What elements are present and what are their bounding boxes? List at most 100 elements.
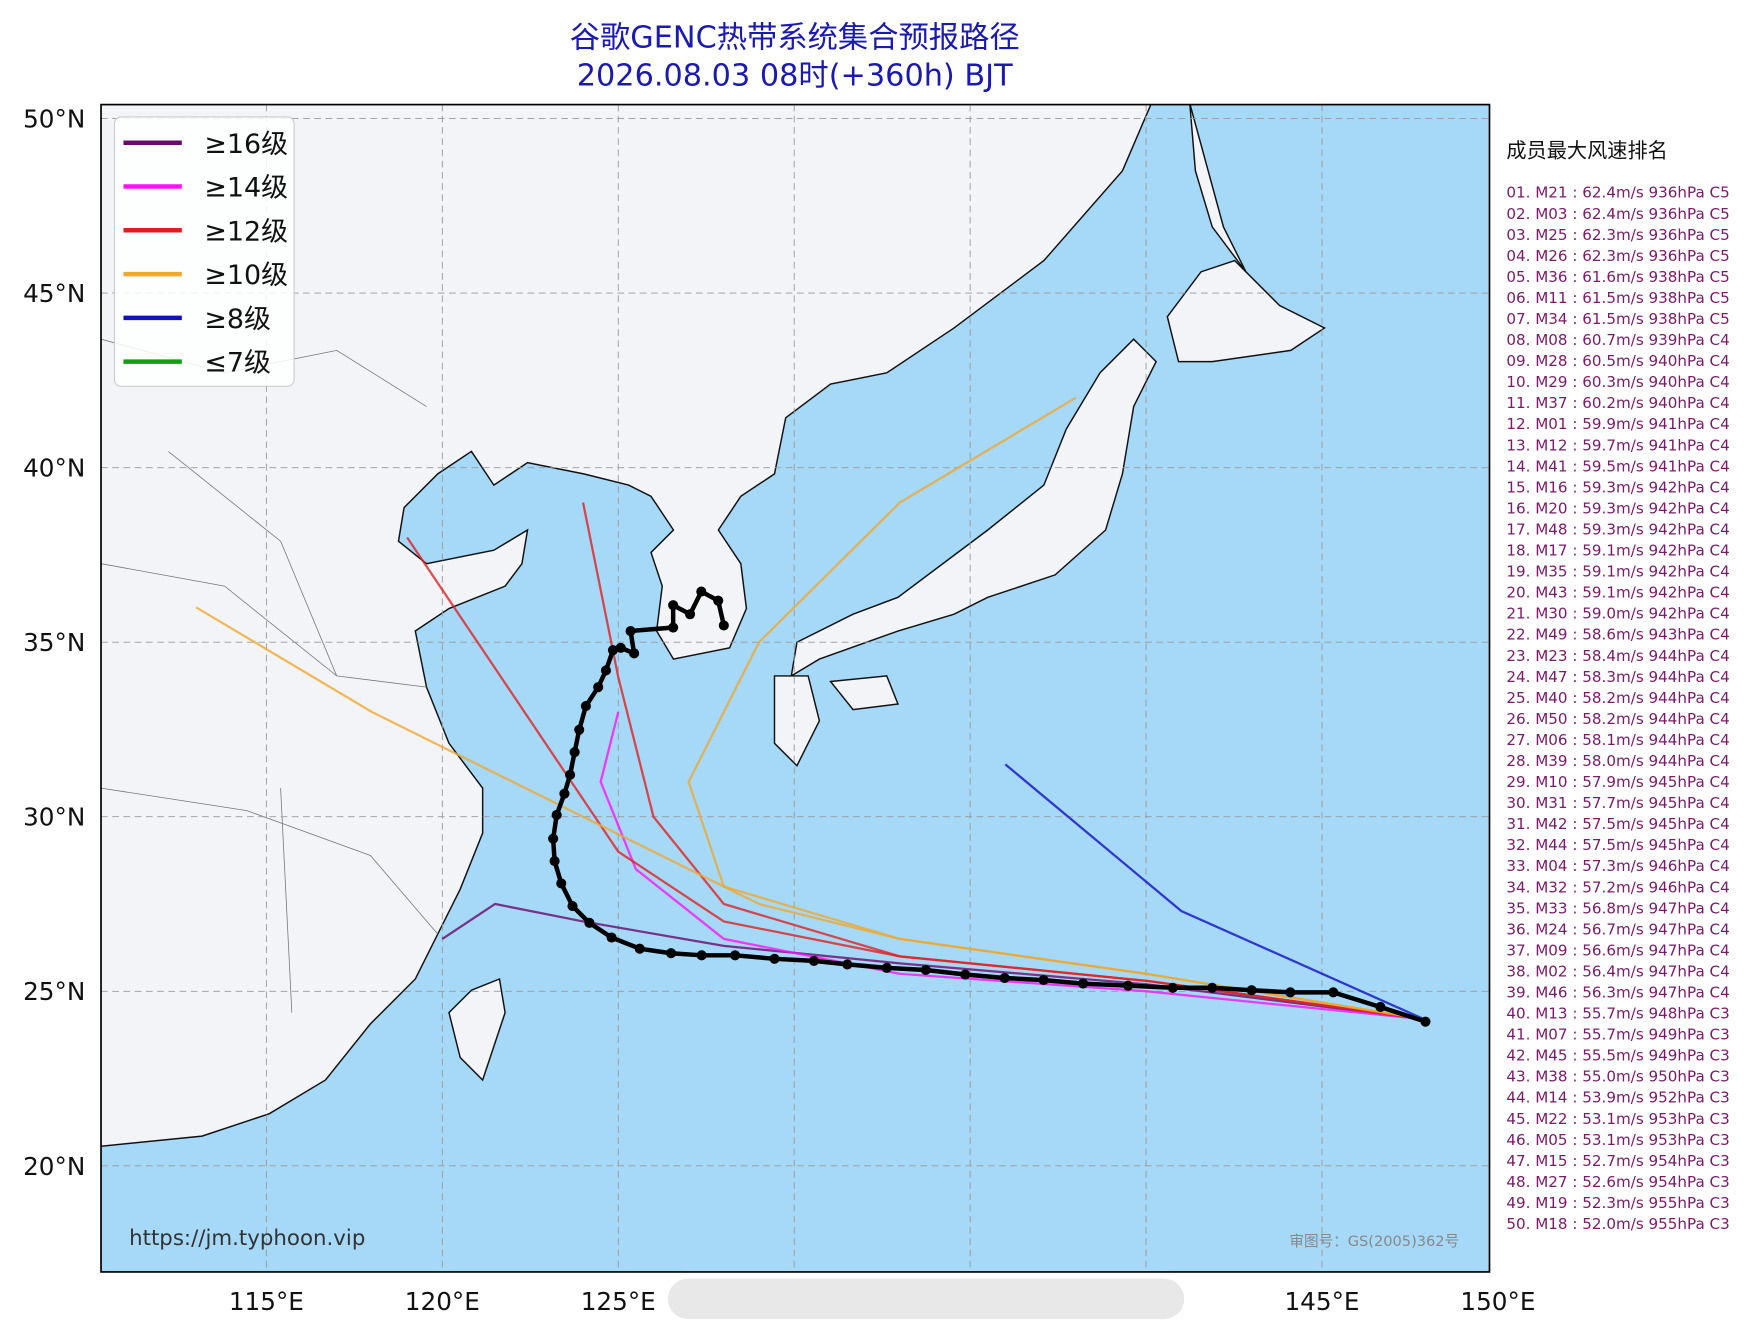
ranking-item: 14. M41 : 59.5m/s 941hPa C4: [1506, 457, 1729, 475]
approval-number: 审图号：GS(2005)362号: [1289, 1233, 1459, 1250]
mean-track-point: [551, 809, 562, 821]
ranking-item: 08. M08 : 60.7m/s 939hPa C4: [1506, 331, 1729, 349]
legend: ≥16级 ≥14级 ≥12级 ≥10级 ≥8级 ≤7级: [113, 116, 295, 387]
ranking-item: 03. M25 : 62.3m/s 936hPa C5: [1506, 226, 1729, 244]
mean-track-point: [1038, 975, 1049, 986]
land-shikoku: [829, 675, 899, 711]
ranking-item: 24. M47 : 58.3m/s 944hPa C4: [1506, 668, 1729, 686]
ranking-item: 47. M15 : 52.7m/s 954hPa C3: [1506, 1152, 1729, 1170]
map-area: [101, 104, 1490, 1272]
ranking-item: 40. M13 : 55.7m/s 948hPa C3: [1506, 1005, 1729, 1023]
mean-track-point: [920, 964, 931, 976]
ranking-item: 43. M38 : 55.0m/s 950hPa C3: [1506, 1068, 1729, 1086]
ranking-item: 35. M33 : 56.8m/s 947hPa C4: [1506, 899, 1729, 917]
mean-track-point: [665, 948, 677, 959]
x-tick-label: 145°E: [1284, 1287, 1359, 1316]
ranking-item: 29. M10 : 57.9m/s 945hPa C4: [1506, 773, 1729, 791]
ranking-item: 33. M04 : 57.3m/s 946hPa C4: [1506, 857, 1729, 875]
ranking-item: 30. M31 : 57.7m/s 945hPa C4: [1506, 794, 1729, 812]
ranking-item: 45. M22 : 53.1m/s 953hPa C3: [1506, 1110, 1729, 1128]
ranking-item: 06. M11 : 61.5m/s 938hPa C5: [1506, 289, 1729, 307]
ranking-item: 18. M17 : 59.1m/s 942hPa C4: [1506, 542, 1729, 560]
ranking-item: 02. M03 : 62.4m/s 936hPa C5: [1506, 205, 1729, 223]
y-tick-label: 45°N: [23, 279, 85, 308]
legend-label: ≥12级: [204, 216, 288, 247]
y-tick-label: 25°N: [23, 977, 85, 1006]
member-track: [581, 502, 1425, 1021]
ranking-item: 20. M43 : 59.1m/s 942hPa C4: [1506, 584, 1729, 602]
ranking-item: 25. M40 : 58.2m/s 944hPa C4: [1506, 689, 1729, 707]
ranking-item: 36. M24 : 56.7m/s 947hPa C4: [1506, 920, 1729, 938]
mean-track-point: [696, 950, 707, 961]
mean-track-point: [593, 682, 604, 693]
mean-track-point: [549, 856, 560, 867]
x-tick-label: 115°E: [229, 1287, 304, 1316]
ranking-item: 13. M12 : 59.7m/s 941hPa C4: [1506, 436, 1729, 454]
ranking-item: 09. M28 : 60.5m/s 940hPa C4: [1506, 352, 1729, 370]
mean-track-point: [696, 586, 707, 597]
ranking-item: 31. M42 : 57.5m/s 945hPa C4: [1506, 815, 1729, 833]
mean-track-point: [567, 901, 578, 912]
mean-track-point: [569, 747, 580, 758]
ranking-item: 39. M46 : 56.3m/s 947hPa C4: [1506, 984, 1729, 1002]
mean-track-point: [584, 917, 595, 928]
ranking-item: 11. M37 : 60.2m/s 940hPa C4: [1506, 394, 1729, 412]
land-taiwan: [448, 977, 506, 1082]
mean-track-point: [1375, 1001, 1386, 1013]
legend-label: ≤7级: [204, 348, 271, 379]
land-hokkaido: [1166, 259, 1326, 363]
land-honshu: [790, 338, 1158, 678]
ranking-item: 48. M27 : 52.6m/s 954hPa C3: [1506, 1173, 1729, 1191]
ranking-item: 21. M30 : 59.0m/s 942hPa C4: [1506, 605, 1729, 623]
ranking-item: 42. M45 : 55.5m/s 949hPa C3: [1506, 1047, 1729, 1065]
ranking-item: 27. M06 : 58.1m/s 944hPa C4: [1506, 731, 1729, 749]
land-kyushu: [773, 675, 821, 767]
y-tick-label: 35°N: [23, 628, 85, 657]
legend-label: ≥14级: [204, 173, 288, 204]
tracks: [195, 396, 1431, 1027]
ranking-item: 26. M50 : 58.2m/s 944hPa C4: [1506, 710, 1729, 728]
x-tick-label: 125°E: [581, 1287, 656, 1316]
ranking-title: 成员最大风速排名: [1506, 138, 1668, 162]
mean-track-point: [1123, 980, 1134, 991]
mean-track-point: [580, 701, 591, 712]
mean-track-point: [559, 788, 570, 799]
mean-track-point: [1167, 982, 1178, 993]
mean-track-point: [684, 609, 696, 620]
mean-track-point: [625, 625, 636, 637]
ranking-item: 04. M26 : 62.3m/s 936hPa C5: [1506, 247, 1729, 265]
x-tick-label: 150°E: [1460, 1287, 1535, 1316]
ranking-item: 23. M23 : 58.4m/s 944hPa C4: [1506, 647, 1729, 665]
member-track: [599, 711, 1425, 1021]
mean-track-point: [600, 665, 612, 676]
ranking-item: 44. M14 : 53.9m/s 952hPa C3: [1506, 1089, 1729, 1107]
mean-track-point: [668, 622, 679, 633]
land-sakhalin: [1189, 104, 1247, 273]
watermark-bar: [667, 1278, 1185, 1320]
mean-track-point: [548, 833, 559, 844]
ranking-item: 05. M36 : 61.6m/s 938hPa C5: [1506, 268, 1729, 286]
ranking-item: 22. M49 : 58.6m/s 943hPa C4: [1506, 626, 1729, 644]
mean-track-point: [1078, 978, 1089, 989]
mean-track-point: [668, 600, 679, 611]
mean-track-point: [574, 724, 585, 735]
mean-track-point: [1285, 987, 1296, 998]
mean-track-point: [718, 620, 729, 631]
land-mainland: [101, 104, 1152, 1147]
mean-track-point: [606, 932, 617, 943]
ranking-item: 46. M05 : 53.1m/s 953hPa C3: [1506, 1131, 1729, 1149]
legend-label: ≥10级: [204, 260, 288, 291]
legend-label: ≥16级: [204, 129, 288, 160]
title: 谷歌GENC热带系统集合预报路径: [570, 20, 1020, 55]
ranking-item: 32. M44 : 57.5m/s 945hPa C4: [1506, 836, 1729, 854]
subtitle: 2026.08.03 08时(+360h) BJT: [577, 59, 1013, 94]
mean-track-point: [960, 969, 971, 980]
ranking-item: 12. M01 : 59.9m/s 941hPa C4: [1506, 415, 1729, 433]
member-track: [1004, 763, 1425, 1021]
x-tick-label: 120°E: [405, 1287, 480, 1316]
ranking-item: 17. M48 : 59.3m/s 942hPa C4: [1506, 520, 1729, 538]
mean-track-point: [607, 645, 619, 656]
mean-track-point: [999, 972, 1010, 984]
mean-track-point: [1207, 982, 1218, 993]
